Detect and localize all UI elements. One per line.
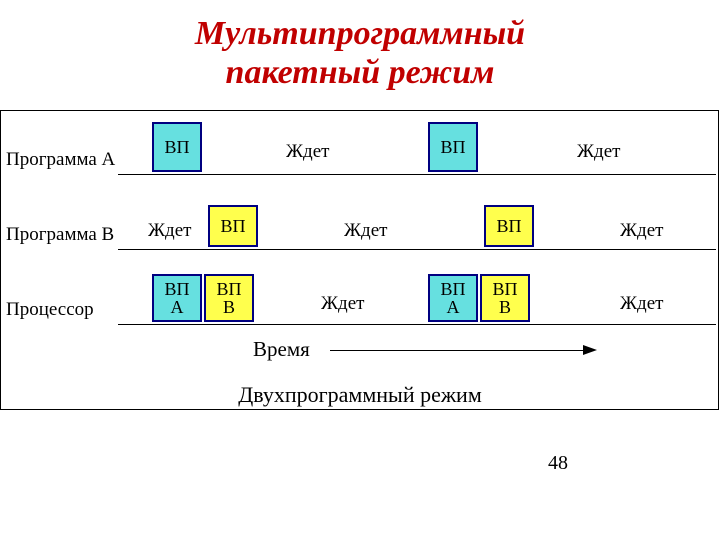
exec-box-0: ВП: [152, 122, 202, 172]
wait-label-4: Ждет: [620, 220, 663, 242]
wait-label-2: Ждет: [148, 220, 191, 242]
exec-box-4: ВП А: [152, 274, 202, 322]
wait-label-6: Ждет: [620, 293, 663, 315]
time-label: Время: [253, 337, 310, 362]
row-line-b: [118, 249, 716, 250]
row-label-a: Программа А: [6, 149, 115, 171]
exec-box-1: ВП: [428, 122, 478, 172]
row-line-p: [118, 324, 716, 325]
row-line-a: [118, 174, 716, 175]
diagram-caption: Двухпрограммный режим: [0, 382, 720, 408]
title-line2: пакетный режим: [226, 54, 495, 91]
page-number: 48: [548, 452, 568, 475]
wait-label-3: Ждет: [344, 220, 387, 242]
wait-label-1: Ждет: [577, 141, 620, 163]
exec-box-2: ВП: [208, 205, 258, 247]
title-line1: Мультипрограммный: [195, 15, 525, 52]
time-arrow-line: [330, 350, 585, 351]
time-arrow-head-icon: [583, 345, 597, 355]
exec-box-5: ВП В: [204, 274, 254, 322]
wait-label-5: Ждет: [321, 293, 364, 315]
row-label-b: Программа В: [6, 224, 114, 246]
exec-box-7: ВП В: [480, 274, 530, 322]
row-label-p: Процессор: [6, 299, 94, 321]
exec-box-6: ВП А: [428, 274, 478, 322]
wait-label-0: Ждет: [286, 141, 329, 163]
exec-box-3: ВП: [484, 205, 534, 247]
slide-title: Мультипрограммный пакетный режим: [0, 0, 720, 92]
